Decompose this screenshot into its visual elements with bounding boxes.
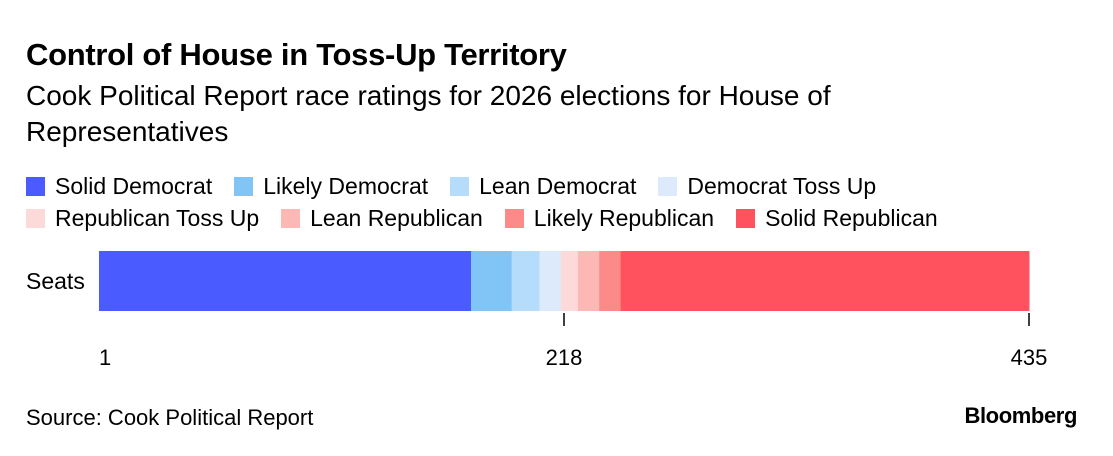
legend-item: Republican Toss Up [26, 205, 259, 232]
chart-title: Control of House in Toss-Up Territory [26, 37, 567, 72]
legend-swatch [26, 176, 45, 196]
bar-segment [560, 251, 579, 311]
bar-segment [99, 251, 472, 311]
legend-item: Solid Democrat [26, 173, 212, 200]
legend-swatch [450, 176, 470, 196]
legend-item: Democrat Toss Up [658, 173, 876, 200]
category-label: Seats [26, 268, 85, 294]
x-tick-label: 218 [546, 345, 583, 370]
bar-segment [599, 251, 622, 311]
legend-item: Likely Republican [504, 204, 715, 232]
bar-segment [620, 251, 1030, 311]
legend-item: Lean Democrat [450, 173, 636, 200]
chart-subtitle: Cook Political Report race ratings for 2… [26, 80, 831, 147]
legend-swatch [234, 176, 254, 196]
bloomberg-logo: Bloomberg [964, 403, 1077, 428]
legend-item: Likely Democrat [234, 173, 428, 200]
legend: Solid Democrat Likely Democrat Lean Democr… [26, 170, 1086, 234]
legend-swatch [504, 208, 524, 228]
legend-swatch [281, 208, 301, 228]
source-note: Source: Cook Political Report [26, 405, 314, 430]
bar-segment [471, 251, 513, 311]
x-tick-label: 435 [1011, 345, 1048, 370]
legend-row: Solid Democrat Likely Democrat Lean Democr… [26, 170, 1086, 202]
x-tick-label: 1 [99, 345, 111, 370]
legend-swatch [736, 208, 756, 228]
legend-label: Lean Democrat [479, 172, 637, 199]
legend-item: Solid Republican [736, 205, 938, 232]
legend-swatch [26, 208, 45, 228]
legend-row: Republican Toss Up Lean Republican Likely … [26, 202, 1086, 234]
legend-label: Solid Republican [765, 204, 938, 231]
bar-segment [511, 251, 540, 311]
legend-swatch [658, 176, 678, 196]
bar-segment [539, 251, 562, 311]
legend-label: Solid Democrat [55, 172, 213, 199]
bar-segment [577, 251, 600, 311]
legend-label: Likely Republican [533, 204, 715, 231]
legend-label: Democrat Toss Up [687, 172, 877, 199]
legend-item: Lean Republican [281, 205, 483, 232]
legend-label: Likely Democrat [263, 172, 429, 199]
legend-label: Lean Republican [310, 204, 483, 231]
legend-label: Republican Toss Up [55, 204, 260, 231]
